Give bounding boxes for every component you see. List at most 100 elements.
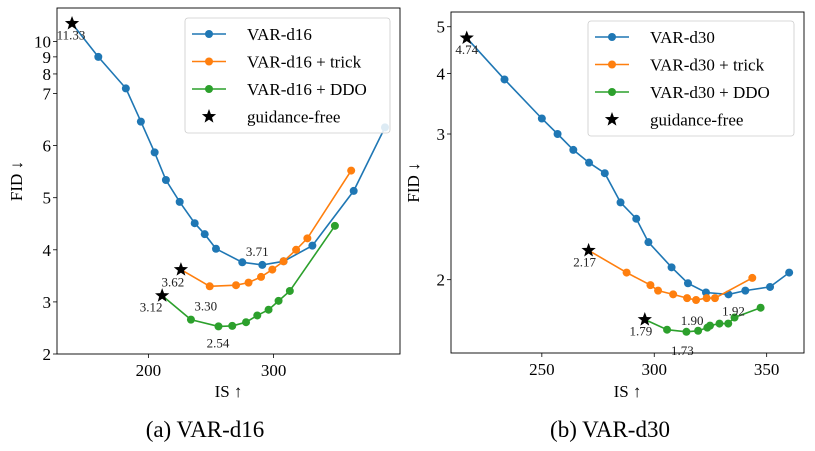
data-point xyxy=(347,166,356,175)
value-annotation: 1.73 xyxy=(671,343,694,358)
value-annotation: 11.33 xyxy=(57,27,86,42)
data-point xyxy=(228,321,237,330)
legend: VAR-d30 VAR-d30 + trick VAR-d30 + DDO guida… xyxy=(587,20,795,137)
data-point xyxy=(553,130,562,138)
data-point xyxy=(537,114,546,123)
subfigure-caption: (a) VAR-d16 xyxy=(146,417,265,442)
data-point xyxy=(663,325,672,334)
data-point xyxy=(214,322,223,331)
data-point xyxy=(702,294,711,303)
legend-label: VAR-d30 xyxy=(650,28,715,47)
data-point xyxy=(644,238,653,247)
data-point xyxy=(349,186,358,195)
data-point xyxy=(258,260,267,269)
guidance-free-star-marker xyxy=(459,30,474,45)
data-point xyxy=(136,117,145,126)
data-point xyxy=(150,148,159,157)
data-point xyxy=(706,321,715,330)
legend-marker xyxy=(205,57,213,66)
data-point xyxy=(715,319,724,328)
value-annotation: 3.12 xyxy=(140,300,163,315)
x-axis-label: IS ↑ xyxy=(215,382,243,401)
data-point xyxy=(211,244,220,253)
data-point xyxy=(121,84,130,93)
series-var-d16 xyxy=(71,23,389,269)
y-axis-label: FID ↓ xyxy=(7,161,26,201)
data-point xyxy=(257,272,266,281)
data-point xyxy=(94,52,103,61)
data-point xyxy=(622,268,631,277)
panel-var-d30: 250 300 350 2 3 4 5 4.74 2.17 1.90 1.92 1.79 1.73 VAR… xyxy=(404,11,805,442)
x-tick-label: 300 xyxy=(261,361,287,380)
y-tick-label: 6 xyxy=(43,137,52,156)
data-point xyxy=(303,234,312,243)
legend-label: VAR-d16 + trick xyxy=(247,53,362,72)
legend-marker xyxy=(608,88,616,96)
data-point xyxy=(285,286,294,295)
data-point xyxy=(692,296,701,305)
series-line xyxy=(588,249,753,301)
data-point xyxy=(682,327,691,336)
legend: VAR-d16 VAR-d16 + trick VAR-d16 + DDO guida… xyxy=(184,17,391,134)
value-annotation: 2.54 xyxy=(207,335,230,350)
legend-label: VAR-d16 + DDO xyxy=(247,80,367,99)
data-point xyxy=(242,318,251,327)
data-point xyxy=(667,263,676,272)
legend-marker xyxy=(608,60,616,69)
series-line xyxy=(161,225,336,328)
value-annotation: 3.30 xyxy=(194,298,217,313)
legend-marker xyxy=(205,85,213,93)
y-tick-label: 2 xyxy=(437,271,446,290)
series-var-d30-trick xyxy=(588,249,757,305)
y-axis-label: FID ↓ xyxy=(404,162,423,202)
data-point xyxy=(190,219,199,228)
data-point xyxy=(238,258,247,267)
data-point xyxy=(632,214,641,223)
data-point xyxy=(274,296,283,305)
legend-marker xyxy=(608,33,616,41)
data-point xyxy=(724,319,733,328)
series-var-d16-trick xyxy=(180,166,356,291)
x-tick-label: 300 xyxy=(642,360,668,379)
guidance-free-star-marker xyxy=(64,15,80,30)
x-axis-label: IS ↑ xyxy=(614,382,642,401)
series-var-d30-ddo xyxy=(644,303,765,336)
series-var-d30 xyxy=(466,37,794,299)
data-point xyxy=(569,145,578,154)
data-point xyxy=(268,265,277,274)
data-point xyxy=(279,257,288,266)
legend-label: guidance-free xyxy=(247,108,340,127)
data-point xyxy=(308,241,317,250)
data-point xyxy=(646,281,655,290)
y-tick-label: 4 xyxy=(43,241,52,260)
guidance-free-star-marker xyxy=(155,288,170,302)
data-point xyxy=(232,281,241,290)
x-tick-label: 250 xyxy=(529,360,555,379)
value-annotation: 3.71 xyxy=(246,244,269,259)
data-point xyxy=(600,169,609,178)
guidance-free-star-marker xyxy=(637,312,652,326)
x-tick-label: 350 xyxy=(754,360,780,379)
legend-star-icon xyxy=(201,109,217,123)
data-point xyxy=(292,245,301,254)
value-annotation: 1.79 xyxy=(629,324,652,339)
subfigure-caption: (b) VAR-d30 xyxy=(550,417,670,442)
y-tick-label: 7 xyxy=(43,85,52,104)
data-point xyxy=(748,273,757,282)
series-line xyxy=(71,23,386,266)
data-point xyxy=(205,282,214,291)
legend-label: VAR-d30 + trick xyxy=(650,56,765,75)
data-point xyxy=(585,158,594,167)
series-line xyxy=(180,170,352,288)
y-tick-label: 2 xyxy=(43,345,52,364)
value-annotation: 4.74 xyxy=(455,42,478,57)
data-point xyxy=(694,326,703,335)
y-tick-label: 3 xyxy=(437,125,446,144)
y-tick-label: 5 xyxy=(437,18,446,37)
guidance-free-star-marker xyxy=(173,262,189,276)
y-tick-label: 4 xyxy=(437,65,446,84)
data-point xyxy=(710,294,719,303)
y-tick-label: 9 xyxy=(43,48,52,67)
data-point xyxy=(330,221,339,230)
